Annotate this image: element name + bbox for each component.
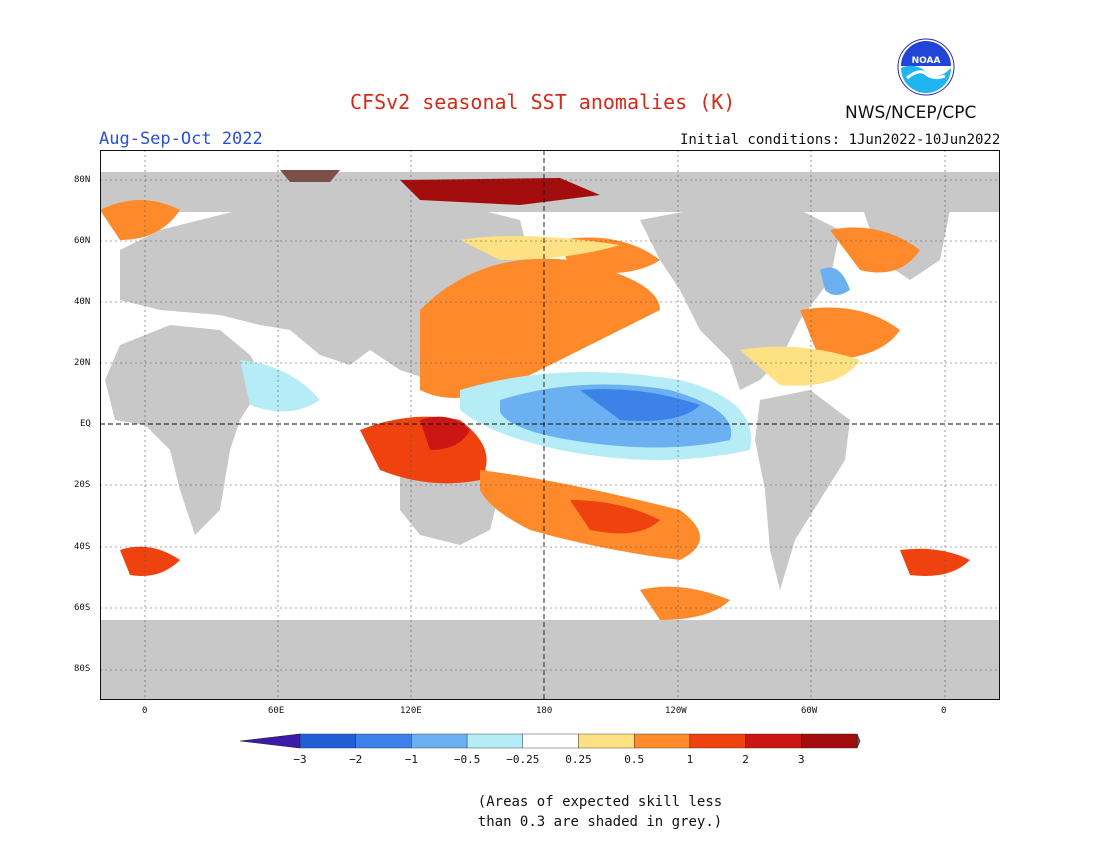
lon-label: 0 <box>941 706 947 716</box>
africa-shape <box>105 325 265 535</box>
lat-label: 80N <box>74 175 91 185</box>
season-label: Aug-Sep-Oct 2022 <box>99 129 263 149</box>
colorbar-tick-label: 0.25 <box>565 753 592 766</box>
colorbar-swatch <box>522 733 579 749</box>
lat-label: 20S <box>74 480 91 490</box>
colorbar-tick-label: 2 <box>742 753 749 766</box>
colorbar-tick-label: 0.5 <box>624 753 644 766</box>
colorbar-tick-label: −0.5 <box>454 753 481 766</box>
skill-note-line-1: (Areas of expected skill less <box>477 794 723 810</box>
colorbar-swatch <box>355 733 412 749</box>
north-america-shape <box>640 205 840 390</box>
colorbar-swatch <box>299 733 356 749</box>
lon-label: 0 <box>142 706 148 716</box>
colorbar-tick-label: −3 <box>293 753 306 766</box>
colorbar-tick-label: −0.25 <box>506 753 539 766</box>
sst-anomaly-map <box>100 150 1000 700</box>
map-title: CFSv2 seasonal SST anomalies (K) <box>350 90 736 114</box>
anomaly-field <box>100 170 1000 700</box>
colorbar-tick-label: 3 <box>798 753 805 766</box>
colorbar-arrow-low <box>239 733 301 749</box>
logo-text: NOAA <box>912 56 941 66</box>
colorbar-swatch <box>689 733 746 749</box>
colorbar-tick-label: −2 <box>349 753 362 766</box>
lon-label: 60E <box>268 706 285 716</box>
colorbar-ticks: −3 −2 −1 −0.5 −0.25 0.25 0.5 1 2 3 <box>293 753 804 766</box>
colorbar-swatch <box>634 733 691 749</box>
south-america-shape <box>755 390 850 590</box>
lat-label: EQ <box>80 419 91 429</box>
colorbar-swatch <box>411 733 468 749</box>
lon-label: 120E <box>400 706 422 716</box>
lat-label: 60N <box>74 236 91 246</box>
lon-label: 120W <box>665 706 687 716</box>
agency-label: NWS/NCEP/CPC <box>845 103 977 123</box>
colorbar: −3 −2 −1 −0.5 −0.25 0.25 0.5 1 2 3 <box>239 733 861 766</box>
lat-label: 60S <box>74 603 91 613</box>
colorbar-swatch <box>578 733 635 749</box>
colorbar-swatches <box>239 733 861 749</box>
colorbar-tick-label: 1 <box>687 753 694 766</box>
initial-conditions-label: Initial conditions: 1Jun2022-10Jun2022 <box>680 132 1001 148</box>
colorbar-swatch <box>745 733 802 749</box>
colorbar-swatch <box>801 733 858 749</box>
equator-and-dateline <box>100 150 1000 700</box>
grid-lines <box>100 150 1000 700</box>
noaa-logo: NOAA <box>897 38 955 96</box>
colorbar-arrow-high <box>856 733 861 749</box>
lat-label: 40N <box>74 297 91 307</box>
lon-label: 60W <box>801 706 818 716</box>
lat-label: 20N <box>74 358 91 368</box>
colorbar-swatch <box>466 733 524 749</box>
lat-label: 40S <box>74 542 91 552</box>
colorbar-tick-label: −1 <box>405 753 418 766</box>
lon-label: 180 <box>536 706 553 716</box>
lat-label: 80S <box>74 664 91 674</box>
skill-note-line-2: than 0.3 are shaded in grey.) <box>477 814 723 830</box>
skill-note: (Areas of expected skill less than 0.3 a… <box>470 792 730 832</box>
